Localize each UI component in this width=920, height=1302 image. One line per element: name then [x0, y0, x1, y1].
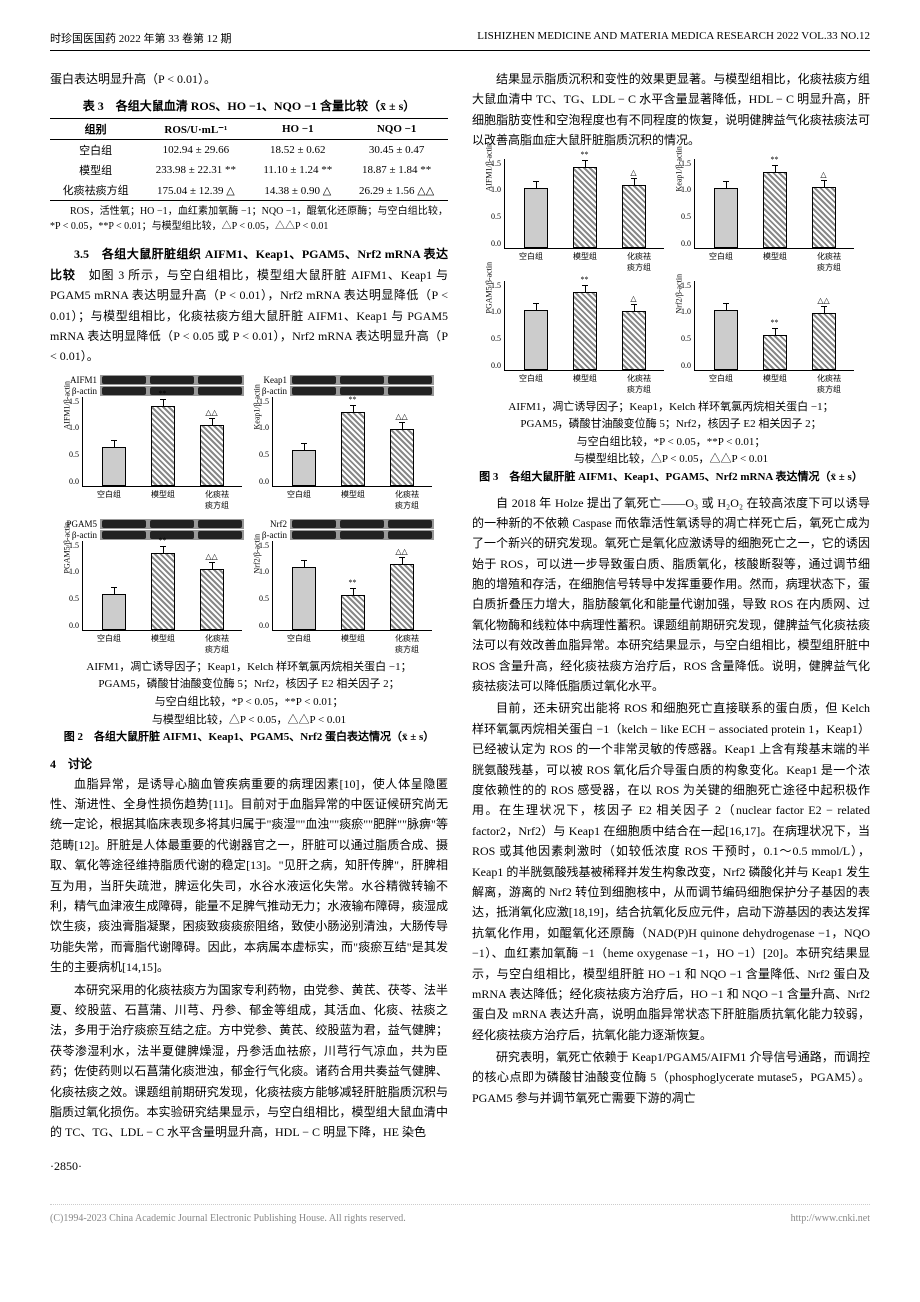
sec35-para: 3.5 各组大鼠肝脏组织 AIFM1、Keap1、PGAM5、Nrf2 mRNA…	[50, 244, 448, 366]
fig3-annotations: AIFM1，凋亡诱导因子；Keap1，Kelch 样环氧氯丙烷相关蛋白 −1； …	[472, 399, 870, 487]
chart-panel-pgam5: PGAM5/β-actin1.51.00.50.0**△空白组模型组化痰祛痰方组	[486, 281, 666, 395]
chart-panel-aifm1: AIFM1β-actinAIFM1/β-actin1.51.00.50.0**△…	[64, 375, 244, 511]
chart-panel-keap1: Keap1β-actinKeap1/β-actin1.51.00.50.0**△…	[254, 375, 434, 511]
intro-line: 蛋白表达明显升高（P < 0.01）。	[50, 69, 448, 89]
footer-left: (C)1994-2023 China Academic Journal Elec…	[50, 1213, 406, 1224]
right-p3: 目前，还未研究出能将 ROS 和细胞死亡直接联系的蛋白质，但 Kelch 样环氧…	[472, 698, 870, 1045]
chart-panel-pgam5: PGAM5β-actinPGAM5/β-actin1.51.00.50.0**△…	[64, 519, 244, 655]
running-head-left: 时珍国医国药 2022 年第 33 卷第 12 期	[50, 30, 232, 46]
figure3: AIFM1/β-actin1.51.00.50.0**△空白组模型组化痰祛痰方组…	[472, 159, 870, 395]
table3-col-0: 组别	[50, 119, 141, 140]
sec4-p1: 血脂异常，是诱导心脑血管疾病重要的病理因素[10]，使人体呈隐匿性、渐进性、全身…	[50, 774, 448, 978]
sec4-p2: 本研究采用的化痰祛痰方为国家专利药物，由党参、黄芪、茯苓、法半夏、绞股蓝、石菖蒲…	[50, 980, 448, 1143]
table3-note: ROS，活性氧；HO −1，血红素加氧酶 −1；NQO −1，醌氧化还原酶；与空…	[50, 204, 448, 234]
fig2-caption: 图 2 各组大鼠肝脏 AIFM1、Keap1、PGAM5、Nrf2 蛋白表达情况…	[50, 729, 448, 747]
table3-col-3: NQO −1	[345, 119, 448, 140]
table3-col-1: ROS/U·mL⁻¹	[141, 119, 250, 140]
right-p2: 自 2018 年 Holze 提出了氧死亡——O₃ 或 H₂O₂ 在较高浓度下可…	[472, 493, 870, 697]
figure2: AIFM1β-actinAIFM1/β-actin1.51.00.50.0**△…	[50, 375, 448, 655]
sec35-body: 如图 3 所示，与空白组相比，模型组大鼠肝脏 AIFM1、Keap1 与 PGA…	[50, 268, 448, 364]
page-number: ·2850·	[50, 1159, 448, 1174]
chart-panel-aifm1: AIFM1/β-actin1.51.00.50.0**△空白组模型组化痰祛痰方组	[486, 159, 666, 273]
chart-panel-keap1: Keap1/β-actin1.51.00.50.0**△空白组模型组化痰祛痰方组	[676, 159, 856, 273]
content-columns: 蛋白表达明显升高（P < 0.01）。 表 3 各组大鼠血清 ROS、HO −1…	[50, 69, 870, 1174]
running-head: 时珍国医国药 2022 年第 33 卷第 12 期 LISHIZHEN MEDI…	[50, 30, 870, 51]
chart-panel-nrf2: Nrf2β-actinNrf2/β-actin1.51.00.50.0**△△空…	[254, 519, 434, 655]
sec4-head: 4 讨论	[50, 755, 448, 772]
right-p4: 研究表明，氧死亡依赖于 Keap1/PGAM5/AIFM1 介导信号通路，而调控…	[472, 1047, 870, 1108]
table-row: 空白组102.94 ± 29.6618.52 ± 0.6230.45 ± 0.4…	[50, 140, 448, 161]
table-row: 模型组233.98 ± 22.31 **11.10 ± 1.24 **18.87…	[50, 160, 448, 180]
running-head-right: LISHIZHEN MEDICINE AND MATERIA MEDICA RE…	[477, 30, 870, 46]
fig2-annotations: AIFM1，凋亡诱导因子；Keap1，Kelch 样环氧氯丙烷相关蛋白 −1； …	[50, 659, 448, 747]
chart-panel-nrf2: Nrf2/β-actin1.51.00.50.0**△△空白组模型组化痰祛痰方组	[676, 281, 856, 395]
right-column: 结果显示脂质沉积和变性的效果更显著。与模型组相比，化痰祛痰方组大鼠血清中 TC、…	[472, 69, 870, 1174]
table-row: 化痰祛痰方组175.04 ± 12.39 △14.38 ± 0.90 △26.2…	[50, 180, 448, 201]
fig3-caption: 图 3 各组大鼠肝脏 AIFM1、Keap1、PGAM5、Nrf2 mRNA 表…	[472, 469, 870, 487]
table3: 组别 ROS/U·mL⁻¹ HO −1 NQO −1 空白组102.94 ± 2…	[50, 118, 448, 201]
table3-title: 表 3 各组大鼠血清 ROS、HO −1、NQO −1 含量比较（x̄ ± s）	[50, 97, 448, 114]
table3-col-2: HO −1	[250, 119, 345, 140]
footer-right: http://www.cnki.net	[791, 1213, 870, 1224]
page-footer: (C)1994-2023 China Academic Journal Elec…	[50, 1204, 870, 1224]
right-p1: 结果显示脂质沉积和变性的效果更显著。与模型组相比，化痰祛痰方组大鼠血清中 TC、…	[472, 69, 870, 151]
left-column: 蛋白表达明显升高（P < 0.01）。 表 3 各组大鼠血清 ROS、HO −1…	[50, 69, 448, 1174]
